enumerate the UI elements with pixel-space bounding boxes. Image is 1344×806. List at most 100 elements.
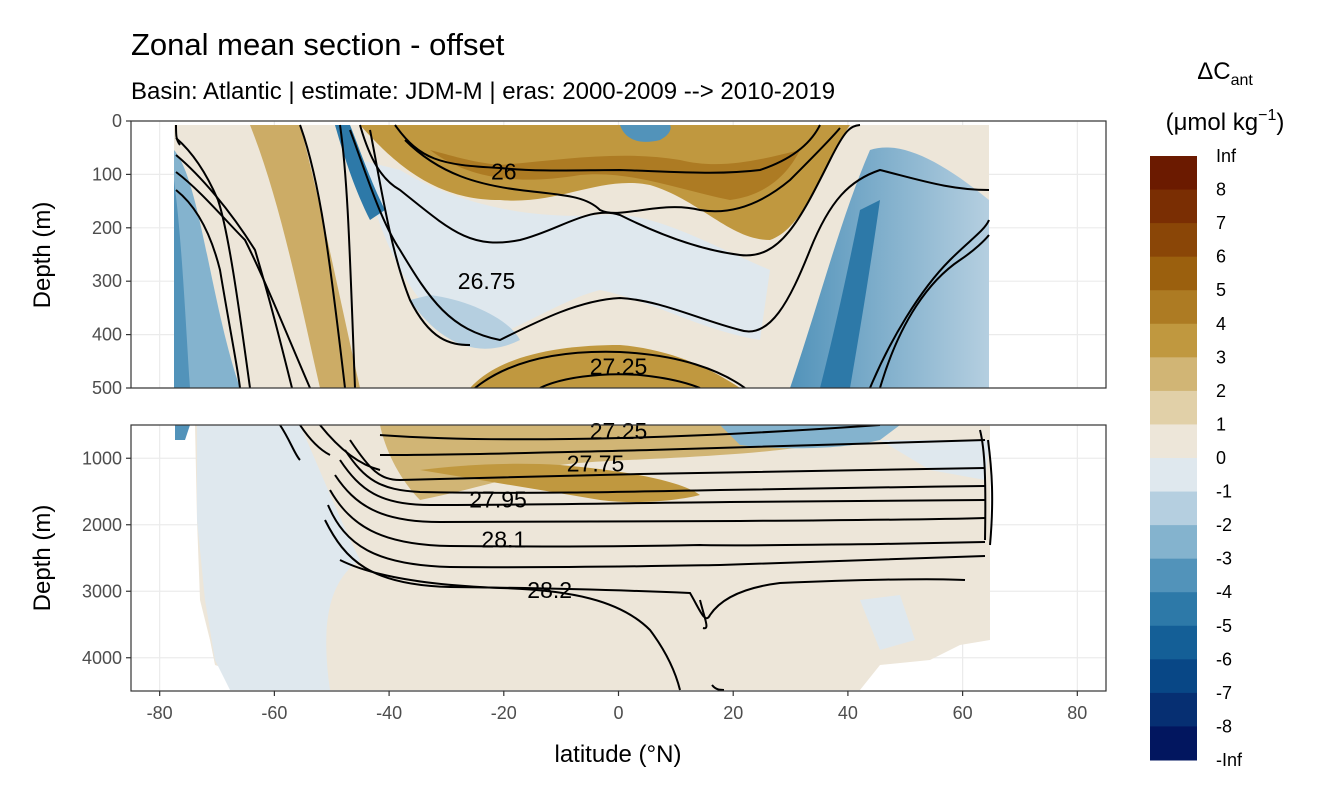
lower-field-deep-patch [860,595,915,650]
legend-swatch [1150,726,1197,761]
legend: ΔCant (μmol kg−1) Inf 8 7 6 5 4 3 2 1 0 -1 -2 -3 -4 -5… [1150,58,1284,770]
legend-swatch [1150,592,1197,627]
contour-label: 27.25 [590,418,648,444]
upper-contour-line [879,234,990,388]
lower-contour-line [324,519,966,620]
legend-labels: Inf 8 7 6 5 4 3 2 1 0 -1 -2 -3 -4 -5 -6 -7 -8 -Inf [1216,146,1243,770]
upper-contour-line [359,124,861,257]
lower-field-southern-blue [197,425,360,690]
lower-contour-line [711,684,725,691]
upper-contour-line [539,373,701,388]
lower-y-axis-label: Depth (m) [29,505,56,612]
lower-contour-line [334,474,986,524]
upper-density-contours [175,124,990,388]
upper-contour-line [349,129,990,342]
contour-label: 27.95 [469,486,527,512]
y-tick-label: 1000 [82,448,122,468]
x-tick-label: 60 [953,703,973,723]
y-tick-label: 400 [92,325,122,345]
y-tick-label: 2000 [82,515,122,535]
x-axis-label: latitude (°N) [555,741,682,768]
legend-swatch [1150,659,1197,694]
contour-label: 26 [491,159,517,185]
lower-contour-line [299,425,331,456]
x-axis: -80 -60 -40 -20 0 20 40 60 80 [147,691,1087,723]
upper-contour-line [299,124,346,388]
upper-contour-line [369,129,471,346]
legend-label: 5 [1216,280,1226,300]
legend-label: Inf [1216,146,1237,166]
contour-label: 28.1 [481,526,526,552]
legend-swatch [1150,558,1197,593]
y-tick-label: 0 [112,111,122,131]
upper-contour-line [404,127,841,214]
contour-label: 26.75 [458,268,516,294]
legend-swatch [1150,156,1197,191]
legend-swatch [1150,491,1197,526]
upper-field-south-blue-dark [174,180,190,388]
legend-label: 1 [1216,414,1226,434]
lower-contour-line [327,504,986,569]
lower-contour-line [279,425,301,461]
legend-title-subscript: ant [1231,72,1254,89]
lower-contour-line [379,425,881,441]
x-tick-label: -20 [491,703,517,723]
upper-y-axis-label: Depth (m) [29,202,56,309]
x-tick-label: -60 [261,703,287,723]
upper-contour-line [175,189,241,388]
lower-density-contours [279,425,994,691]
lower-field [175,425,990,690]
chart-title: Zonal mean section - offset [131,27,505,62]
contour-label: 27.25 [590,354,648,380]
legend-swatch [1150,357,1197,392]
legend-label: 7 [1216,213,1226,233]
upper-field-north-deep [820,200,880,388]
y-tick-label: 3000 [82,581,122,601]
x-tick-label: -80 [147,703,173,723]
lower-contour-line [339,459,986,507]
legend-label: 0 [1216,448,1226,468]
lower-panel: 27.25 27.75 27.95 28.128.2 1000 2000 3000 4000… [29,418,1107,692]
lower-contour-line [987,439,994,546]
lower-contour-line [699,599,708,630]
legend-unit: (μmol kg−1) [1166,107,1285,136]
lower-contour-line [979,429,987,541]
upper-field-subtropic-light [360,160,770,345]
x-tick-label: 20 [723,703,743,723]
lower-contour-line [349,439,986,482]
legend-label: 3 [1216,347,1226,367]
lower-contour-line [379,439,986,456]
upper-contour-line [394,124,821,174]
lower-field-north-blue [720,425,900,449]
legend-swatch [1150,525,1197,560]
legend-unit-main: (μmol kg [1166,109,1259,136]
upper-contour-line [474,350,746,388]
legend-swatch [1150,256,1197,291]
lower-field-north-pale [880,440,990,480]
upper-panel: 26 26.75 27.25 0 100 200 300 400 500 Depth (m) [29,111,1107,398]
lower-contour-labels: 27.25 27.75 27.95 28.128.2 [469,418,647,603]
x-tick-label: 40 [838,703,858,723]
lower-y-axis: 1000 2000 3000 4000 [82,448,131,668]
legend-swatch [1150,290,1197,325]
upper-field-south-blue [174,150,240,388]
legend-label: -2 [1216,515,1232,535]
legend-label: -1 [1216,482,1232,502]
y-tick-label: 500 [92,378,122,398]
upper-contour-line [339,124,356,388]
legend-label: -4 [1216,582,1232,602]
upper-contour-line [175,124,181,146]
upper-field-front-blue [335,125,385,220]
lower-field-deep-light [195,425,990,690]
legend-unit-end: ) [1276,109,1284,136]
contour-label: 27.75 [567,451,625,477]
upper-contour-line [175,137,251,388]
legend-title-main: ΔC [1197,58,1230,85]
upper-field-south-brown [250,125,360,388]
contour-label: 28.2 [527,577,572,603]
x-tick-label: -40 [376,703,402,723]
legend-label: 8 [1216,180,1226,200]
legend-swatch [1150,323,1197,358]
legend-title: ΔCant [1197,58,1253,89]
upper-field [174,125,989,388]
